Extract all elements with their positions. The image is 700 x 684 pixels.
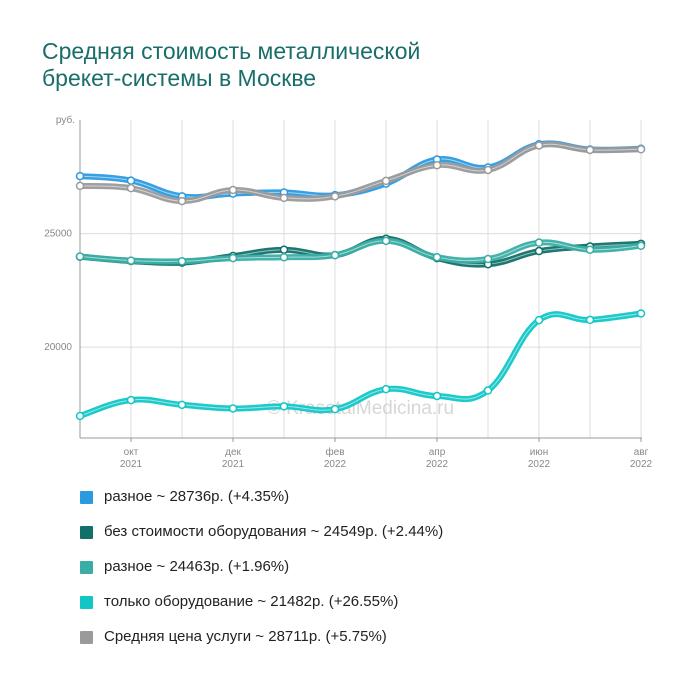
data-point <box>585 315 595 325</box>
y-tick-label: 25000 <box>44 229 72 240</box>
data-point <box>126 395 136 405</box>
data-point <box>381 384 391 394</box>
watermark: © KrasotaiMedicina.ru <box>267 398 454 419</box>
data-point <box>126 256 136 265</box>
legend-label: только оборудование ~ 21482р. (+26.55%) <box>104 593 399 610</box>
x-tick-label-month: апр <box>429 447 446 458</box>
data-point <box>177 196 187 206</box>
data-point <box>585 145 595 155</box>
legend-label: Средняя цена услуги ~ 28711р. (+5.75%) <box>104 628 387 645</box>
data-point <box>381 176 391 186</box>
data-point <box>483 386 493 395</box>
data-point <box>432 252 442 262</box>
data-point <box>381 236 391 246</box>
y-tick-label: 20000 <box>44 342 72 353</box>
data-point <box>228 253 238 263</box>
x-tick-label-year: 2022 <box>324 459 347 470</box>
data-point <box>636 241 646 251</box>
data-point <box>75 252 85 261</box>
legend-swatch <box>80 596 93 609</box>
data-point <box>75 181 85 191</box>
data-point <box>636 309 646 318</box>
data-point <box>177 400 187 410</box>
y-unit-label: руб. <box>56 114 75 126</box>
data-point <box>534 315 544 325</box>
legend-swatch <box>80 631 93 644</box>
x-tick-label-month: июн <box>530 447 549 458</box>
data-point <box>279 193 289 203</box>
legend-label: разное ~ 28736р. (+4.35%) <box>104 488 290 505</box>
data-point <box>483 254 493 264</box>
legend-label: без стоимости оборудования ~ 24549р. (+2… <box>104 523 444 540</box>
data-point <box>228 185 238 195</box>
x-tick-label-month: авг <box>634 447 649 458</box>
data-point <box>126 176 136 185</box>
data-point <box>177 257 187 266</box>
legend-label: разное ~ 24463р. (+1.96%) <box>104 558 290 575</box>
x-tick-label-year: 2022 <box>426 459 449 470</box>
series-line-highlight-5 <box>79 143 642 202</box>
x-tick-label-year: 2022 <box>528 459 551 470</box>
data-point <box>75 171 85 181</box>
data-point <box>636 145 646 154</box>
chart-title-line-2: брекет-системы в Москве <box>42 65 317 91</box>
x-tick-label-month: окт <box>124 447 139 458</box>
data-point <box>483 165 493 175</box>
data-point <box>279 402 289 411</box>
data-point <box>279 245 289 254</box>
series-line-4 <box>77 310 644 419</box>
data-point <box>279 252 289 262</box>
series-line-highlight-3 <box>79 240 642 263</box>
data-point <box>330 250 340 260</box>
data-point <box>534 246 544 256</box>
data-point <box>534 141 544 150</box>
data-point <box>585 245 595 254</box>
data-point <box>432 391 442 401</box>
legend-swatch <box>80 526 93 539</box>
x-tick-label-month: дек <box>225 447 241 458</box>
x-tick-label-year: 2021 <box>222 459 245 470</box>
chart-title: Средняя стоимость металлической брекет-с… <box>42 38 562 92</box>
data-point <box>534 238 544 247</box>
x-tick-label-year: 2022 <box>630 459 653 470</box>
data-point <box>330 404 340 414</box>
data-point <box>228 404 238 413</box>
legend-swatch <box>80 491 93 504</box>
chart-title-line-1: Средняя стоимость металлической <box>42 38 421 64</box>
x-tick-label-year: 2021 <box>120 459 143 470</box>
data-point <box>75 411 85 421</box>
data-point <box>330 192 340 201</box>
data-point <box>432 160 442 170</box>
x-tick-label-month: фев <box>325 446 344 458</box>
data-point <box>126 183 136 193</box>
legend-swatch <box>80 561 93 574</box>
